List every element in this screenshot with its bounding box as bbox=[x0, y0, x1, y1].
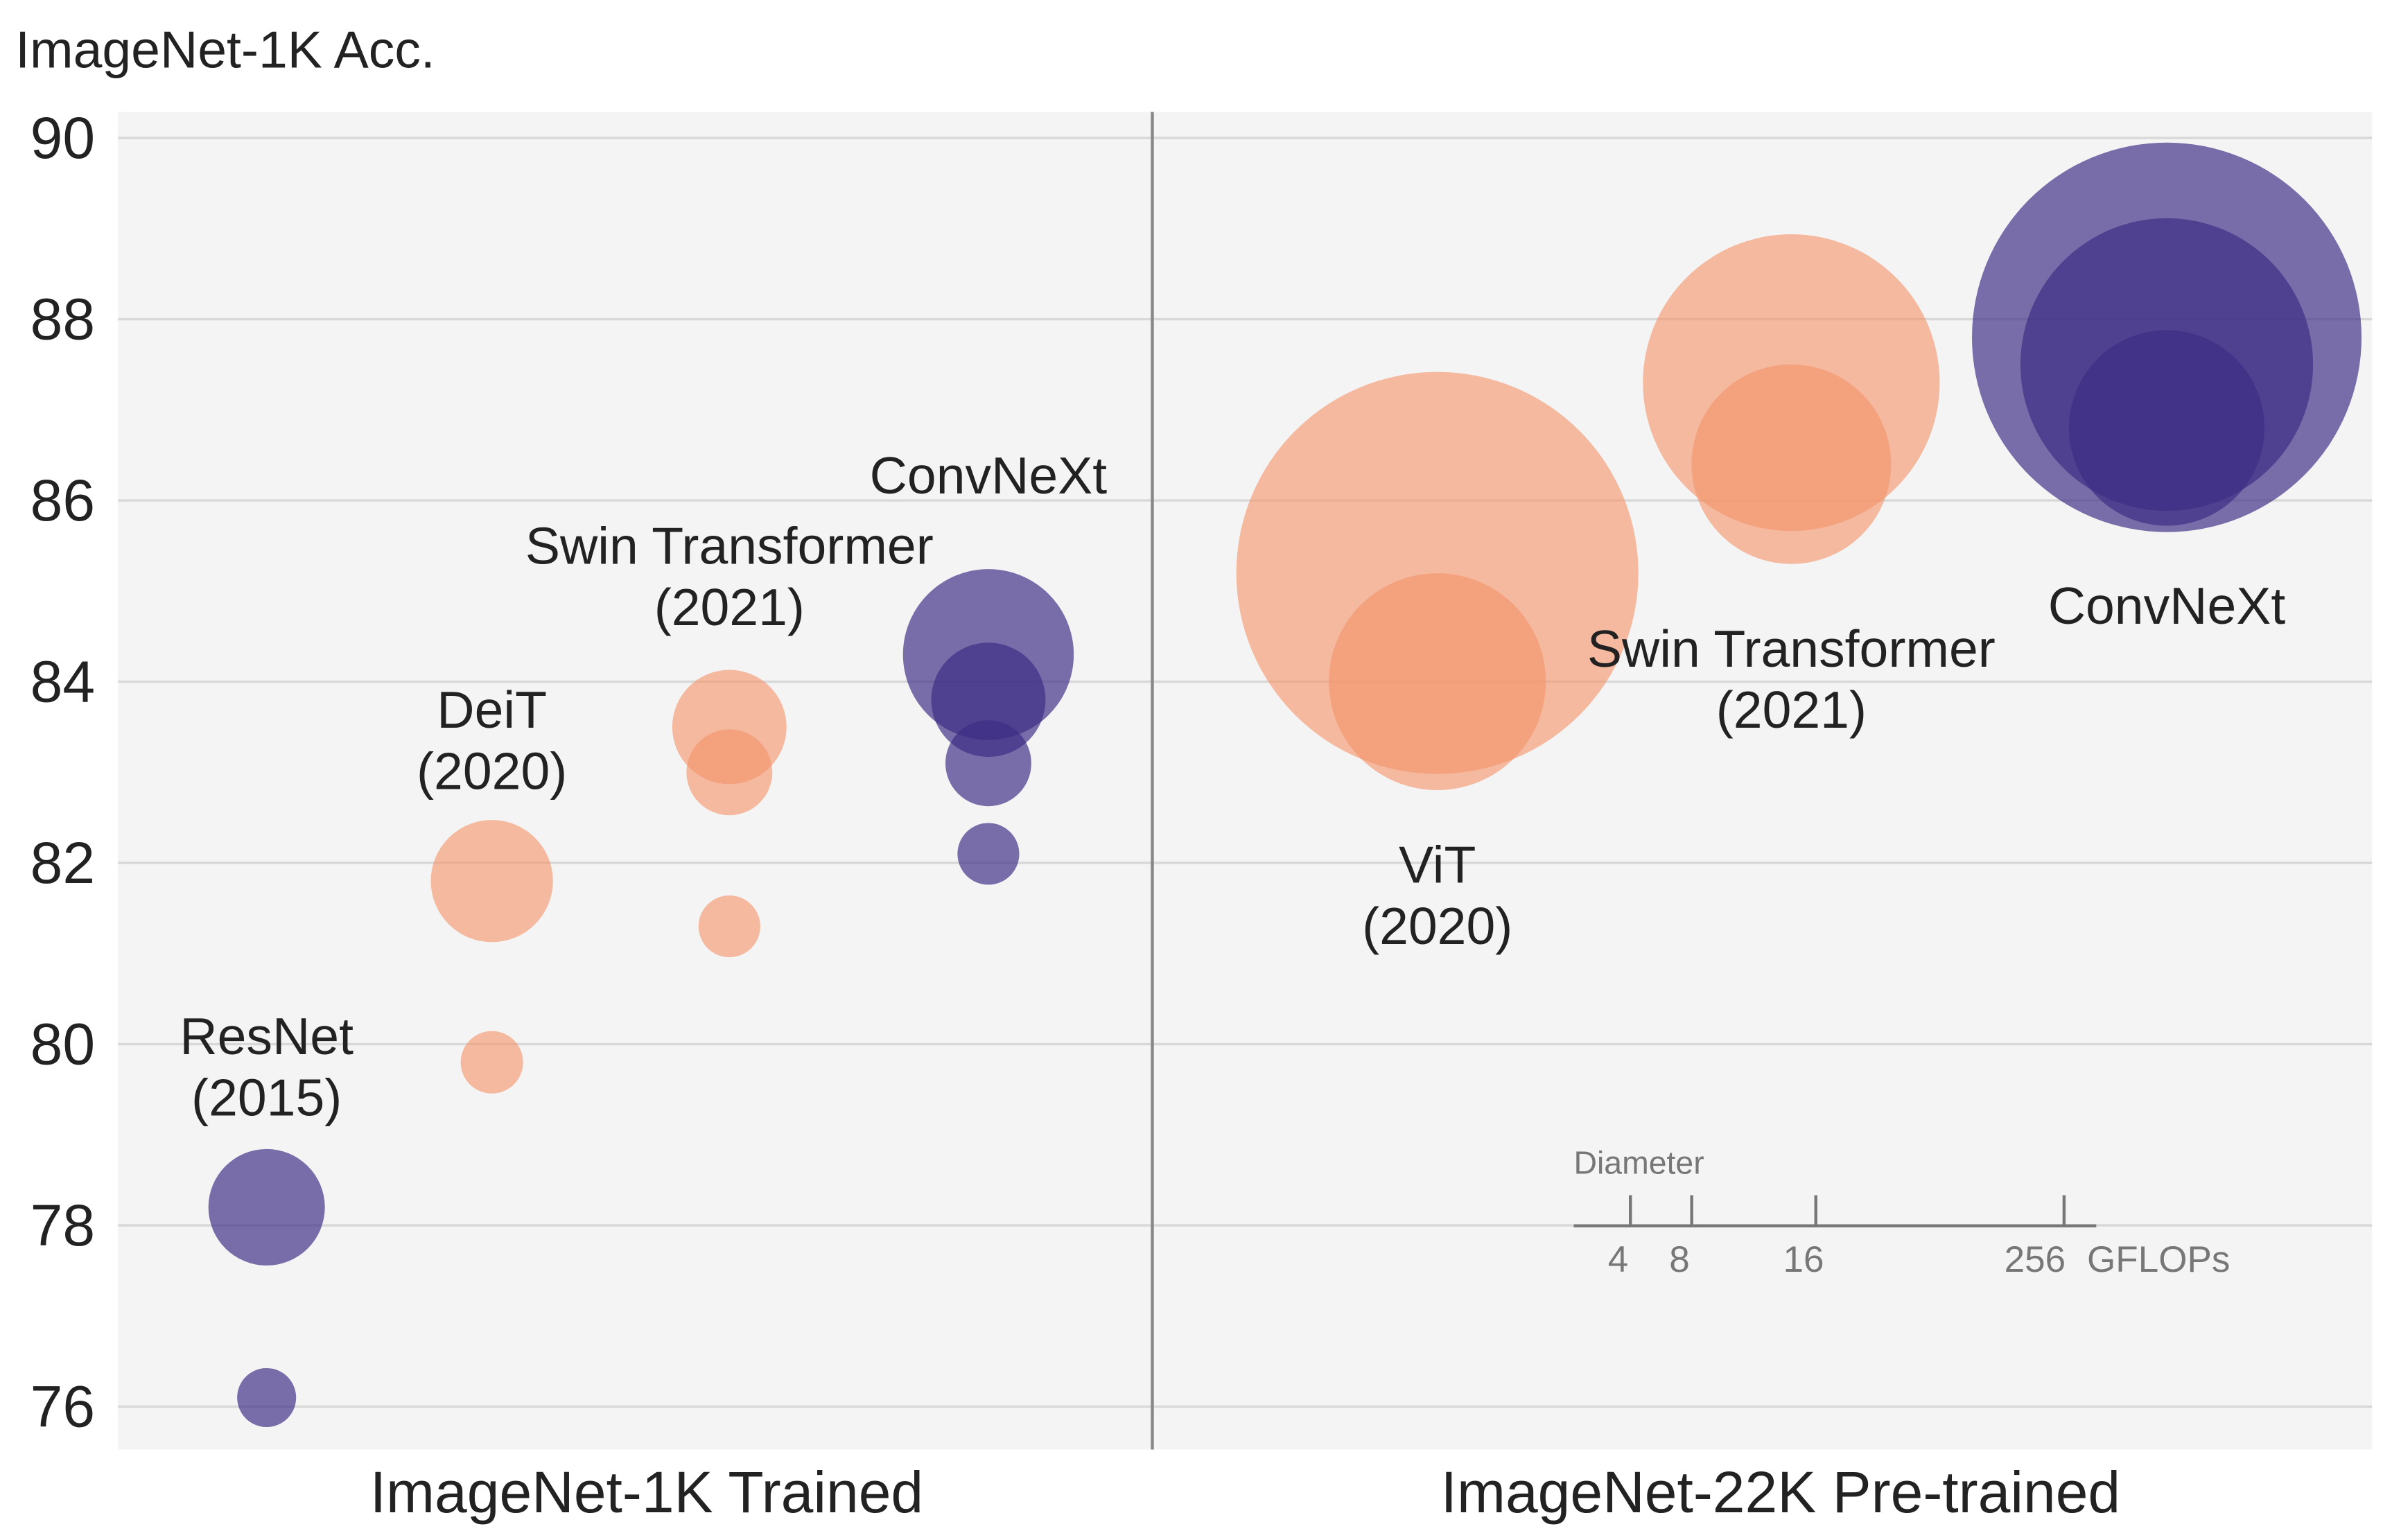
group-name-label: ConvNeXt bbox=[870, 446, 1108, 505]
group-year-label: (2021) bbox=[654, 578, 805, 636]
group-labels: ResNet(2015)DeiT(2020)Swin Transformer(2… bbox=[180, 446, 2285, 1127]
bubbles bbox=[208, 142, 2362, 1428]
bubble-deit bbox=[430, 820, 553, 943]
group-name-label: ConvNeXt bbox=[2048, 577, 2286, 635]
group-year-label: (2015) bbox=[191, 1069, 342, 1127]
size-legend: Diameter 4 8 16 256 GFLOPs bbox=[1573, 1145, 2230, 1280]
group-year-label: (2021) bbox=[1716, 681, 1867, 739]
y-tick-label: 86 bbox=[30, 468, 95, 533]
group-name-label: Swin Transformer bbox=[525, 517, 934, 575]
group-name-label: Swin Transformer bbox=[1587, 620, 1996, 678]
size-legend-tick-label: 256 bbox=[2005, 1239, 2066, 1280]
bubble-convnext bbox=[2068, 330, 2265, 526]
y-tick-label: 90 bbox=[30, 105, 95, 170]
bubble-swin-transformer bbox=[698, 895, 760, 958]
size-legend-title: Diameter bbox=[1573, 1145, 1704, 1181]
size-legend-unit: GFLOPs bbox=[2087, 1239, 2230, 1280]
size-legend-tick-label: 16 bbox=[1783, 1239, 1824, 1280]
y-tick-label: 88 bbox=[30, 286, 95, 351]
bubble-convnext bbox=[957, 823, 1020, 885]
bubble-swin-transformer bbox=[1691, 364, 1892, 564]
bubble-convnext bbox=[945, 720, 1031, 807]
group-year-label: (2020) bbox=[1362, 897, 1512, 955]
y-axis-label: ImageNet-1K Acc. bbox=[15, 20, 435, 78]
bubble-deit bbox=[460, 1031, 523, 1094]
x-category-label-1k: ImageNet-1K Trained bbox=[370, 1460, 923, 1525]
y-tick-label: 84 bbox=[30, 649, 95, 714]
y-tick-label: 82 bbox=[30, 830, 95, 895]
group-name-label: ViT bbox=[1399, 835, 1476, 893]
group-year-label: (2020) bbox=[417, 742, 567, 800]
bubble-resnet bbox=[237, 1367, 297, 1428]
group-name-label: ResNet bbox=[180, 1007, 353, 1065]
y-tick-label: 80 bbox=[30, 1011, 95, 1076]
size-legend-tick-label: 8 bbox=[1669, 1239, 1690, 1280]
y-tick-label: 76 bbox=[30, 1374, 95, 1439]
bubble-resnet bbox=[208, 1148, 325, 1266]
group-name-label: DeiT bbox=[437, 681, 547, 739]
size-legend-tick-label: 4 bbox=[1608, 1239, 1629, 1280]
bubble-vit bbox=[1329, 573, 1546, 791]
y-tick-label: 78 bbox=[30, 1193, 95, 1258]
x-category-label-22k: ImageNet-22K Pre-trained bbox=[1441, 1460, 2120, 1525]
bubble-convnext bbox=[931, 642, 1046, 758]
bubble-swin-transformer bbox=[686, 729, 773, 816]
